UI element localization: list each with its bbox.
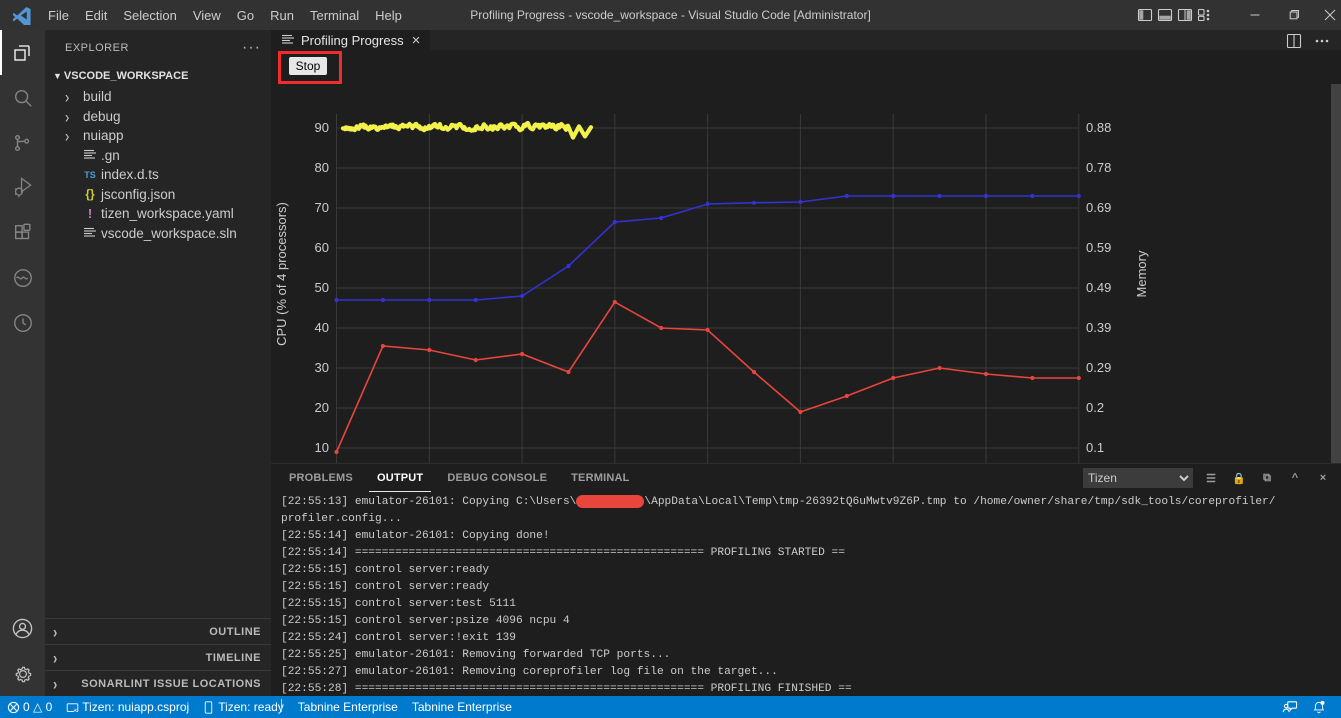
svg-text:Memory: Memory <box>1134 250 1149 297</box>
svg-text:50: 50 <box>315 280 329 295</box>
svg-text:30: 30 <box>315 360 329 375</box>
svg-text:40: 40 <box>315 320 329 335</box>
svg-text:0.59: 0.59 <box>1086 240 1111 255</box>
svg-text:0.69: 0.69 <box>1086 200 1111 215</box>
svg-text:90: 90 <box>315 120 329 135</box>
svg-text:CPU (% of 4 processors): CPU (% of 4 processors) <box>274 202 289 346</box>
svg-text:0.29: 0.29 <box>1086 360 1111 375</box>
svg-text:0.1: 0.1 <box>1086 440 1104 455</box>
svg-text:10: 10 <box>315 440 329 455</box>
svg-text:80: 80 <box>315 160 329 175</box>
svg-text:0.88: 0.88 <box>1086 120 1111 135</box>
svg-text:0.39: 0.39 <box>1086 320 1111 335</box>
svg-text:0.78: 0.78 <box>1086 160 1111 175</box>
svg-text:70: 70 <box>315 200 329 215</box>
svg-text:60: 60 <box>315 240 329 255</box>
svg-text:0.2: 0.2 <box>1086 400 1104 415</box>
svg-text:0.49: 0.49 <box>1086 280 1111 295</box>
svg-text:20: 20 <box>315 400 329 415</box>
